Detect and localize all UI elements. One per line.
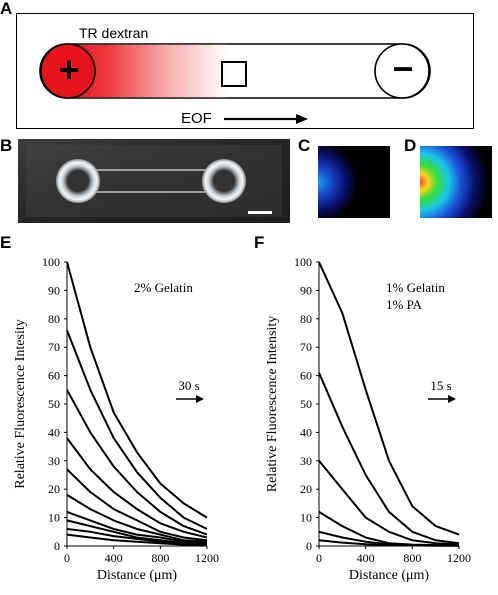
panel-letter-d: D <box>404 136 417 155</box>
x-tick-label: 0 <box>316 551 322 565</box>
panel-letter-e: E <box>0 233 12 252</box>
y-tick-label: 10 <box>48 511 60 525</box>
y-tick-label: 0 <box>306 539 312 553</box>
y-tick-label: 50 <box>300 397 312 411</box>
y-tick-label: 90 <box>300 283 312 297</box>
channel-schematic: TR dextran + − EOF <box>16 13 474 129</box>
y-tick-label: 90 <box>48 283 60 297</box>
y-tick-label: 100 <box>42 255 60 269</box>
panel-letter-b: B <box>0 136 13 155</box>
panel-letter-a: A <box>0 0 13 18</box>
series-line <box>318 460 460 546</box>
panel-letter-c: C <box>298 136 311 155</box>
y-axis-label: Relative Fluorescence Intesity <box>13 319 28 489</box>
time-arrow-head <box>196 395 204 403</box>
series-line <box>318 539 459 547</box>
chart-annotation: 2% Gelatin <box>134 280 193 295</box>
y-tick-label: 40 <box>48 425 60 439</box>
scale-bar <box>248 211 272 214</box>
y-tick-label: 60 <box>48 369 60 383</box>
y-tick-label: 80 <box>300 312 312 326</box>
chart-e: 0 10 20 30 40 50 60 70 80 90 100 0 400 800 1200 Distanc… <box>0 250 240 590</box>
series-line <box>66 261 208 519</box>
y-tick-label: 30 <box>300 454 312 468</box>
positive-electrode <box>39 42 96 99</box>
series-line <box>66 389 208 536</box>
y-axis-label: Relative Fluorescence Intensity <box>265 316 280 493</box>
flow-label: EOF <box>181 110 212 127</box>
series-line <box>318 372 460 545</box>
device-photo <box>18 139 290 223</box>
imaging-window <box>220 60 247 87</box>
y-tick-label: 80 <box>48 312 60 326</box>
y-tick-label: 20 <box>300 482 312 496</box>
x-tick-label: 1200 <box>195 551 219 565</box>
y-tick-label: 100 <box>294 255 312 269</box>
series-line <box>66 533 207 546</box>
x-tick-label: 800 <box>403 551 421 565</box>
time-arrow-head <box>448 395 456 403</box>
series-line <box>318 261 460 536</box>
y-tick-label: 0 <box>54 539 60 553</box>
series-line <box>66 468 208 542</box>
x-tick-label: 800 <box>151 551 169 565</box>
x-axis-label: Distance (μm) <box>97 568 178 583</box>
y-tick-label: 60 <box>300 369 312 383</box>
x-tick-label: 400 <box>357 551 375 565</box>
series-line <box>66 528 208 546</box>
x-tick-label: 400 <box>105 551 123 565</box>
x-axis-label: Distance (μm) <box>349 568 430 583</box>
y-tick-label: 50 <box>48 397 60 411</box>
chart-annotation: 1% Gelatin <box>386 280 445 295</box>
y-tick-label: 40 <box>300 425 312 439</box>
dye-label: TR dextran <box>79 25 149 41</box>
positive-symbol: + <box>58 49 80 90</box>
negative-symbol: − <box>392 48 414 89</box>
series-line <box>66 510 208 545</box>
flow-arrow-head <box>295 113 308 124</box>
channel-diagram <box>38 42 431 124</box>
y-tick-label: 20 <box>48 482 60 496</box>
fluorescence-image-c <box>318 146 390 218</box>
y-tick-label: 70 <box>48 340 60 354</box>
chart-e-svg: 0 10 20 30 40 50 60 70 80 90 100 0 400 800 1200 Distanc… <box>13 255 219 583</box>
y-tick-label: 70 <box>300 340 312 354</box>
series-line <box>66 437 208 539</box>
time-label: 30 s <box>178 378 199 393</box>
negative-electrode <box>373 42 430 99</box>
panel-letter-f: F <box>254 233 265 252</box>
y-tick-label: 10 <box>300 511 312 525</box>
series-line <box>66 494 208 543</box>
chart-annotation: 1% PA <box>386 297 423 312</box>
fluorescence-image-d <box>420 146 492 218</box>
y-tick-label: 30 <box>48 454 60 468</box>
chart-f-svg: 0 10 20 30 40 50 60 70 80 90 100 0 400 800 1200 Distanc… <box>265 255 471 583</box>
time-label: 15 s <box>430 378 451 393</box>
x-tick-label: 0 <box>64 551 70 565</box>
series-line <box>66 329 208 530</box>
x-tick-label: 1200 <box>447 551 471 565</box>
chart-f: 0 10 20 30 40 50 60 70 80 90 100 0 400 800 1200 Distanc… <box>252 250 492 590</box>
